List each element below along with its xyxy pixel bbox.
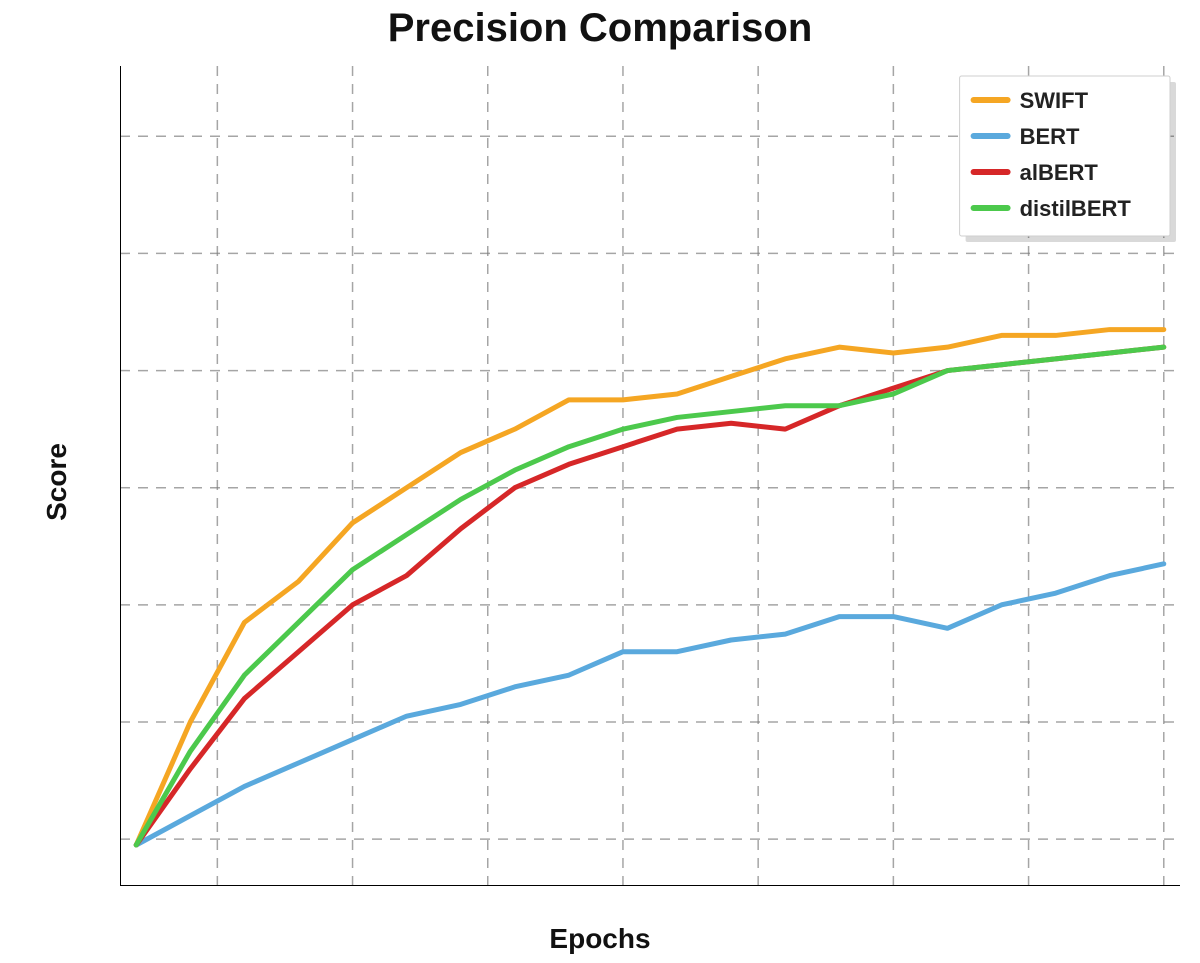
chart-container: Precision Comparison Score Epochs 2.55.0… <box>0 0 1200 963</box>
x-axis-label: Epochs <box>0 923 1200 955</box>
series-distilbert <box>136 347 1164 845</box>
legend-label: distilBERT <box>1020 196 1132 221</box>
y-axis-label: Score <box>41 443 73 521</box>
legend-group: SWIFT BERT alBERT distilBERT <box>960 76 1176 242</box>
plot-area: 2.55.07.510.012.515.017.520.00.10.30.50.… <box>120 66 1180 886</box>
legend-label: alBERT <box>1020 160 1099 185</box>
plot-svg: 2.55.07.510.012.515.017.520.00.10.30.50.… <box>120 66 1180 886</box>
legend-label: BERT <box>1020 124 1080 149</box>
series-bert <box>136 564 1164 845</box>
series-group <box>136 330 1164 845</box>
chart-title: Precision Comparison <box>0 6 1200 51</box>
legend-label: SWIFT <box>1020 88 1089 113</box>
